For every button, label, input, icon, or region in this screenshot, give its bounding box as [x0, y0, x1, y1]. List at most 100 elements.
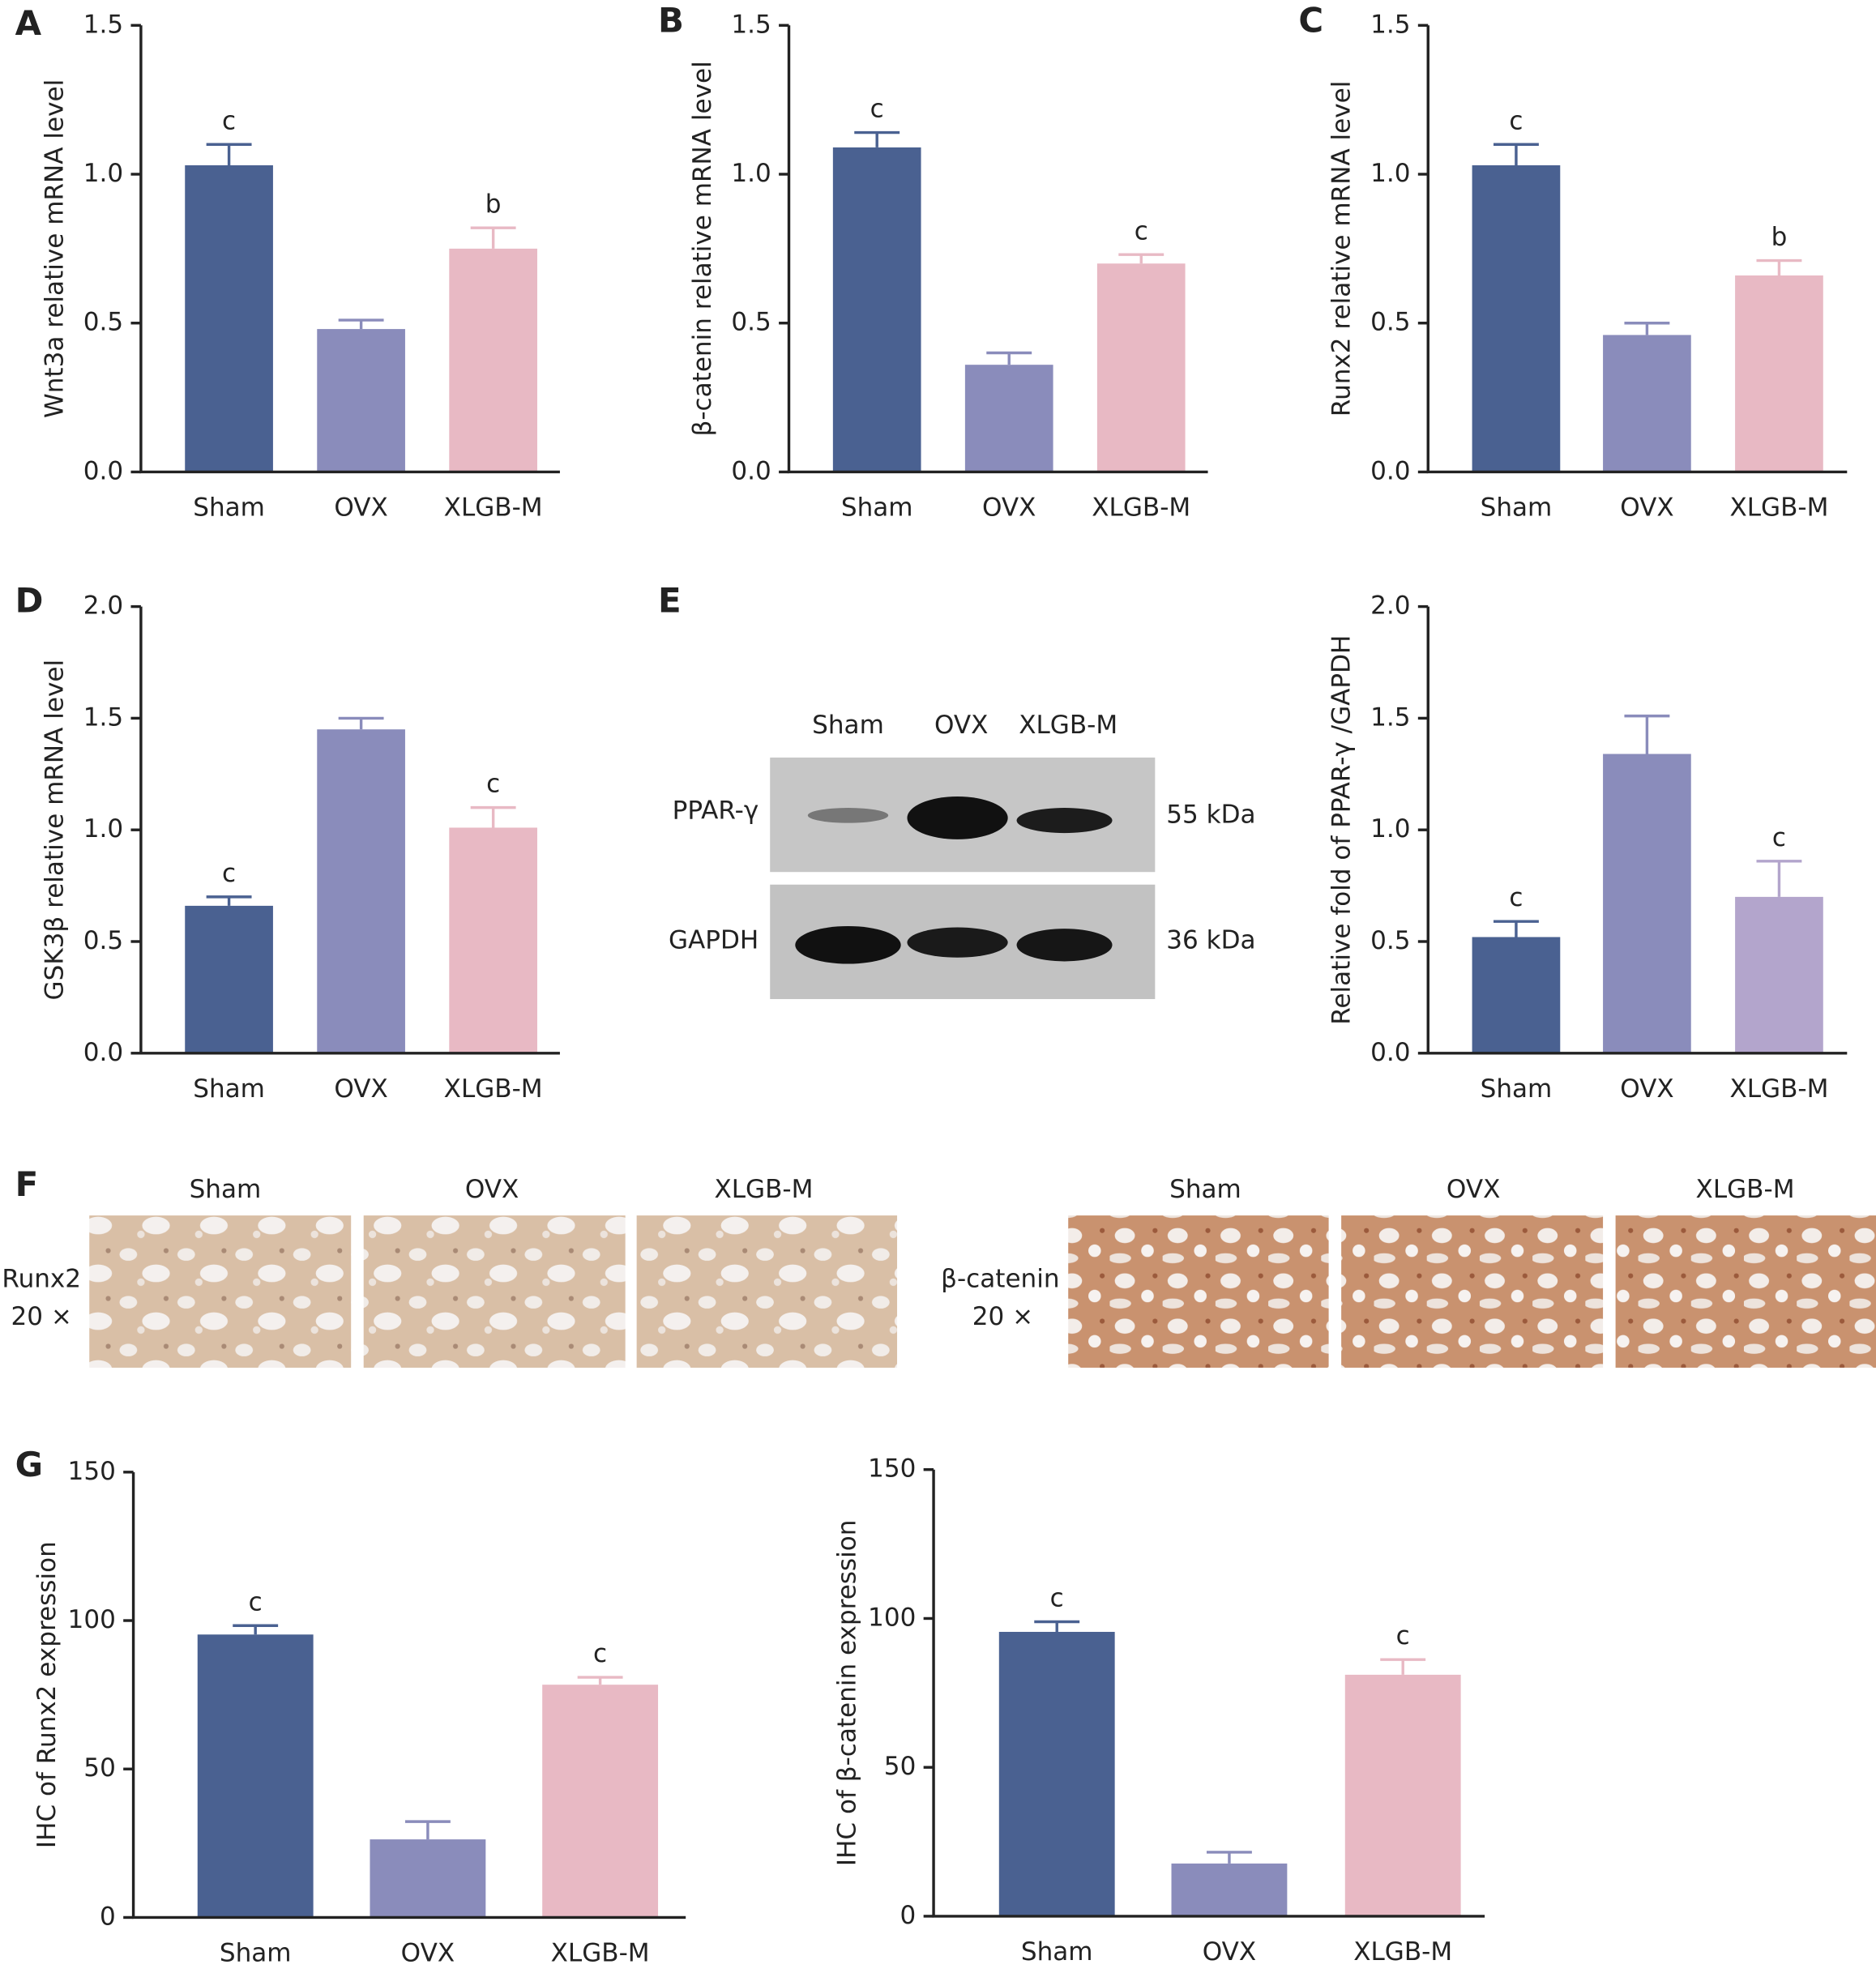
x-tick-label: XLGB-M [444, 1074, 543, 1104]
ihc-marker: β-catenin [941, 1264, 1059, 1293]
significance-label: c [593, 1639, 607, 1668]
bar [1735, 275, 1823, 472]
y-axis-label: IHC of β-catenin expression [832, 1520, 861, 1867]
error-bar [338, 716, 384, 730]
bar [1472, 164, 1561, 472]
x-tick-label: Sham [841, 493, 913, 522]
x-tick-label: OVX [982, 493, 1036, 522]
y-tick-label: 0.0 [731, 456, 771, 485]
y-tick-label: 1.5 [83, 10, 123, 39]
x-tick-label: Sham [220, 1938, 292, 1967]
x-tick-label: OVX [1620, 493, 1673, 522]
y-tick-label: 0.5 [731, 308, 771, 337]
ihc-image [89, 1215, 352, 1368]
significance-label: c [486, 770, 500, 799]
ihc-image [1068, 1215, 1329, 1368]
x-tick-label: XLGB-M [1729, 1074, 1828, 1104]
x-tick-label: OVX [401, 1938, 455, 1967]
ihc-marker: Runx2 [2, 1264, 81, 1293]
y-tick-label: 0.5 [1370, 308, 1410, 337]
panel-label: B [658, 1, 684, 41]
x-tick-label: OVX [1203, 1937, 1256, 1967]
y-axis-label: Wnt3a relative mRNA level [40, 79, 69, 418]
blot-band [907, 796, 1008, 839]
bar [449, 248, 537, 472]
significance-label: c [222, 859, 236, 888]
y-tick-label: 150 [868, 1454, 916, 1484]
axis-line [787, 25, 1208, 474]
significance-label: c [222, 106, 236, 135]
blot-band [1016, 929, 1113, 962]
axis-line [932, 1469, 1485, 1918]
error-bar [577, 1676, 623, 1685]
y-tick-label: 1.0 [1370, 159, 1410, 188]
error-bar [1380, 1658, 1426, 1675]
y-tick-label: 0.5 [83, 926, 123, 955]
y-tick-label: 0 [100, 1902, 116, 1931]
bar [1735, 896, 1823, 1053]
panel-label: G [15, 1445, 43, 1484]
axis-line [131, 1471, 686, 1920]
y-tick-label: 150 [68, 1457, 116, 1486]
ihc-image [636, 1215, 898, 1368]
significance-label: c [1396, 1621, 1410, 1651]
y-tick-label: 0.0 [1370, 456, 1410, 485]
y-axis-label: GSK3β relative mRNA level [40, 660, 69, 1001]
x-tick-label: Sham [1481, 493, 1553, 522]
bar [1472, 937, 1561, 1053]
bar [1171, 1863, 1288, 1916]
y-tick-label: 2.0 [83, 591, 123, 621]
x-tick-label: OVX [334, 1074, 387, 1104]
x-tick-label: OVX [334, 493, 387, 522]
blot-lane-label: OVX [934, 711, 988, 740]
blot-size: 36 kDa [1166, 926, 1255, 955]
x-tick-label: XLGB-M [1092, 493, 1190, 522]
ihc-image [1615, 1215, 1876, 1368]
axis-line [1426, 25, 1848, 474]
y-tick-label: 1.0 [83, 159, 123, 188]
y-tick-label: 0.5 [1370, 926, 1410, 955]
bar [185, 905, 273, 1053]
error-bar [1493, 920, 1539, 937]
x-tick-label: Sham [1481, 1074, 1553, 1104]
blot-lane-label: Sham [812, 711, 884, 740]
bar [449, 827, 537, 1053]
significance-label: c [1509, 106, 1523, 135]
ihc-group: OVX [1447, 1175, 1500, 1204]
panel-label: C [1298, 1, 1323, 41]
y-tick-label: 0 [900, 1901, 917, 1930]
ihc-group: XLGB-M [714, 1175, 813, 1204]
error-bar [470, 226, 516, 249]
bar [1603, 335, 1691, 472]
blot-band [1016, 808, 1113, 834]
x-tick-label: XLGB-M [444, 493, 543, 522]
x-tick-label: OVX [1620, 1074, 1673, 1104]
bar [964, 365, 1053, 472]
bar [1344, 1674, 1461, 1916]
y-tick-label: 50 [884, 1752, 917, 1781]
bar [370, 1839, 486, 1918]
blot-size: 55 kDa [1166, 800, 1255, 829]
error-bar [1493, 143, 1539, 165]
axis-line [1426, 606, 1848, 1055]
error-bar [1206, 1851, 1252, 1864]
y-tick-label: 1.5 [1370, 703, 1410, 732]
significance-label: c [1135, 216, 1148, 246]
bar [185, 164, 273, 472]
x-tick-label: XLGB-M [551, 1938, 650, 1967]
axis-line [139, 25, 560, 474]
blot-band [795, 925, 901, 964]
y-tick-label: 1.5 [83, 703, 123, 732]
ihc-magnification: 20 × [11, 1302, 72, 1331]
error-bar [1034, 1620, 1080, 1632]
y-axis-label: β-catenin relative mRNA level [688, 61, 717, 436]
error-bar [206, 143, 252, 165]
error-bar [986, 351, 1032, 365]
panel-label: F [15, 1164, 39, 1204]
error-bar [470, 805, 516, 828]
error-bar [206, 895, 252, 906]
ihc-magnification: 20 × [972, 1302, 1033, 1331]
y-tick-label: 1.0 [1370, 814, 1410, 843]
x-tick-label: XLGB-M [1729, 493, 1828, 522]
